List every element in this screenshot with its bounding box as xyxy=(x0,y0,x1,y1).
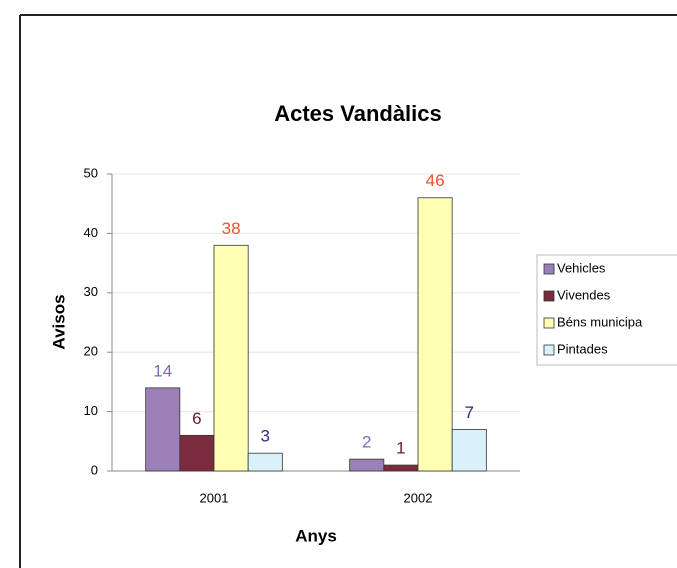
bar xyxy=(349,458,385,472)
x-tick-label: 2002 xyxy=(404,490,433,505)
y-tick-label: 0 xyxy=(91,462,98,477)
data-label: 46 xyxy=(426,171,445,190)
data-label: 7 xyxy=(465,403,474,422)
legend-label: Vivendes xyxy=(557,287,611,302)
bar xyxy=(145,387,181,472)
legend-swatch xyxy=(543,317,555,329)
bar xyxy=(213,244,249,472)
y-tick-label: 10 xyxy=(84,403,98,418)
data-label: 1 xyxy=(396,439,405,458)
legend-box xyxy=(536,254,677,366)
legend-swatch xyxy=(543,344,555,356)
y-axis-label: Avisos xyxy=(49,294,68,349)
legend-swatch xyxy=(543,263,555,275)
x-axis-label: Anys xyxy=(295,526,337,545)
data-label: 14 xyxy=(153,361,172,380)
bar xyxy=(179,434,215,472)
legend-swatch xyxy=(543,290,555,302)
bar xyxy=(451,429,487,472)
legend-label: Vehicles xyxy=(557,260,606,275)
legend-label: Béns municipa xyxy=(557,314,643,329)
data-label: 2 xyxy=(362,433,371,452)
bar xyxy=(417,197,453,472)
y-tick-label: 40 xyxy=(84,225,98,240)
bar xyxy=(247,452,283,472)
bar xyxy=(383,464,419,472)
data-label: 3 xyxy=(261,427,270,446)
y-tick-label: 50 xyxy=(84,165,98,180)
x-tick-label: 2001 xyxy=(200,490,229,505)
chart-title: Actes Vandàlics xyxy=(274,101,442,126)
legend-label: Pintades xyxy=(557,341,608,356)
data-label: 6 xyxy=(192,409,201,428)
data-label: 38 xyxy=(222,219,241,238)
y-tick-label: 20 xyxy=(84,344,98,359)
y-tick-label: 30 xyxy=(84,284,98,299)
